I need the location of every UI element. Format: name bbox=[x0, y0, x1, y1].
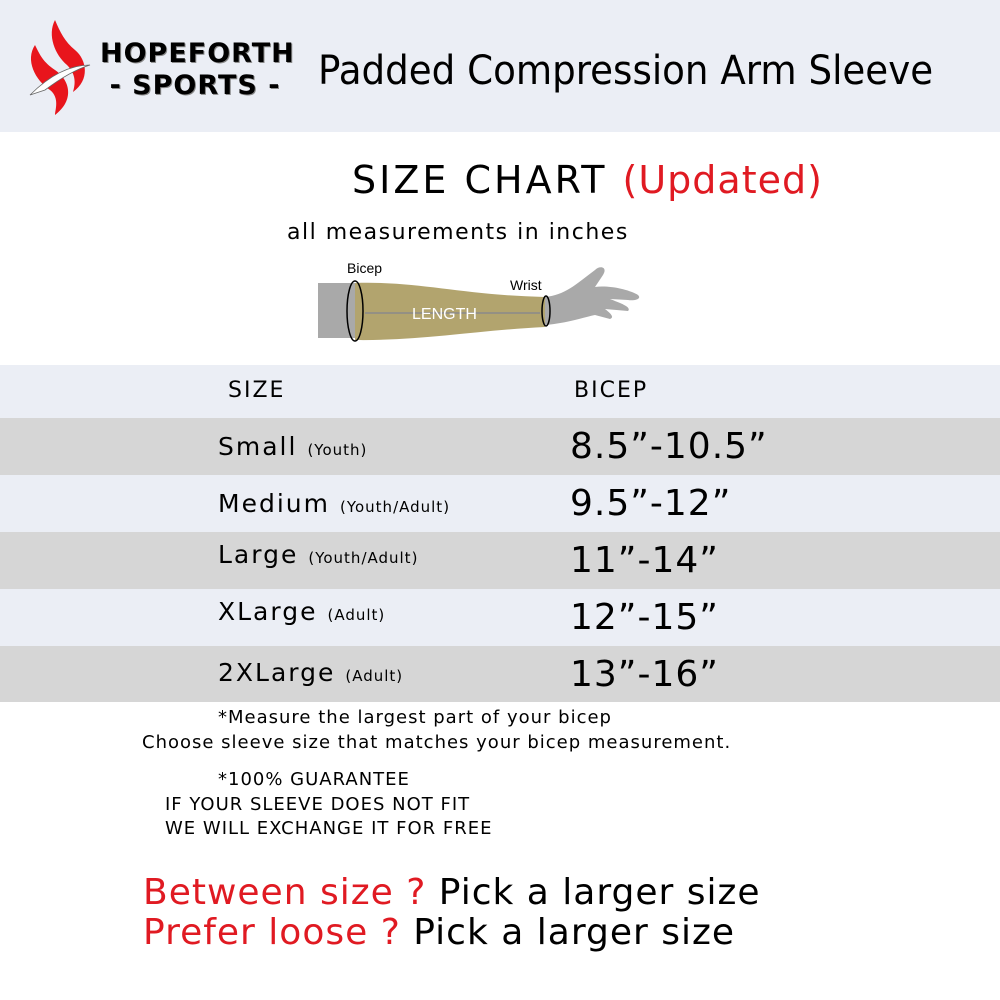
title-updated-note: (Updated) bbox=[622, 158, 823, 202]
title-main: SIZE CHART bbox=[352, 158, 608, 202]
size-fit: (Adult) bbox=[327, 606, 386, 624]
table-row: 2XLarge (Adult) 13”-16” bbox=[0, 646, 1000, 702]
bicep-range: 12”-15” bbox=[570, 597, 719, 638]
table-row: Medium (Youth/Adult) 9.5”-12” bbox=[0, 475, 1000, 532]
measure-note: *Measure the largest part of your bicep bbox=[218, 707, 612, 728]
brand-subname: - SPORTS - bbox=[109, 70, 281, 101]
header-banner: HOPEFORTH - SPORTS - Padded Compression … bbox=[0, 0, 1000, 132]
size-name: XLarge bbox=[218, 597, 318, 626]
guarantee-line: WE WILL EXCHANGE IT FOR FREE bbox=[165, 818, 493, 839]
tip-between-size: Between size ? Pick a larger size bbox=[143, 872, 761, 913]
tip-prefer-loose: Prefer loose ? Pick a larger size bbox=[143, 912, 735, 953]
size-chart-title: SIZE CHART (Updated) bbox=[0, 158, 1000, 202]
bicep-range: 11”-14” bbox=[570, 540, 719, 581]
size-name: Large bbox=[218, 540, 299, 569]
brand-wordmark: HOPEFORTH - SPORTS - bbox=[100, 38, 295, 102]
size-header: SIZE bbox=[228, 378, 286, 403]
table-row: Large (Youth/Adult) 11”-14” bbox=[0, 532, 1000, 589]
bicep-label: Bicep bbox=[347, 260, 382, 276]
tip-answer: Pick a larger size bbox=[438, 872, 761, 913]
wrist-label: Wrist bbox=[510, 277, 542, 293]
size-name: Small bbox=[218, 432, 298, 461]
bicep-circumference-icon bbox=[346, 280, 364, 342]
wrist-circumference-icon bbox=[541, 295, 551, 327]
table-row: XLarge (Adult) 12”-15” bbox=[0, 589, 1000, 646]
size-name: 2XLarge bbox=[218, 658, 336, 687]
product-title: Padded Compression Arm Sleeve bbox=[318, 48, 934, 94]
bicep-range: 13”-16” bbox=[570, 654, 719, 695]
guarantee-line: IF YOUR SLEEVE DOES NOT FIT bbox=[165, 794, 471, 815]
arm-diagram: Bicep Wrist LENGTH bbox=[318, 260, 640, 342]
bicep-range: 9.5”-12” bbox=[570, 483, 732, 524]
bicep-header: BICEP bbox=[574, 378, 649, 403]
hand bbox=[545, 267, 640, 325]
bicep-range: 8.5”-10.5” bbox=[570, 426, 768, 467]
choose-note: Choose sleeve size that matches your bic… bbox=[142, 732, 732, 753]
size-fit: (Youth/Adult) bbox=[339, 498, 451, 516]
brand-name: HOPEFORTH bbox=[100, 38, 295, 69]
length-label: LENGTH bbox=[412, 306, 477, 323]
table-row: Small (Youth) 8.5”-10.5” bbox=[0, 418, 1000, 475]
tip-question: Between size ? bbox=[143, 872, 427, 913]
tip-answer: Pick a larger size bbox=[413, 912, 736, 953]
tip-question: Prefer loose ? bbox=[143, 912, 401, 953]
units-note: all measurements in inches bbox=[287, 220, 629, 245]
size-fit: (Adult) bbox=[345, 667, 404, 685]
size-fit: (Youth/Adult) bbox=[308, 549, 419, 567]
upper-arm bbox=[318, 283, 358, 338]
size-fit: (Youth) bbox=[307, 441, 368, 459]
brand-logo-icon bbox=[29, 20, 91, 115]
sleeve bbox=[355, 282, 545, 341]
table-header: SIZE BICEP bbox=[0, 365, 1000, 418]
guarantee-title: *100% GUARANTEE bbox=[218, 769, 410, 790]
size-name: Medium bbox=[218, 489, 330, 518]
